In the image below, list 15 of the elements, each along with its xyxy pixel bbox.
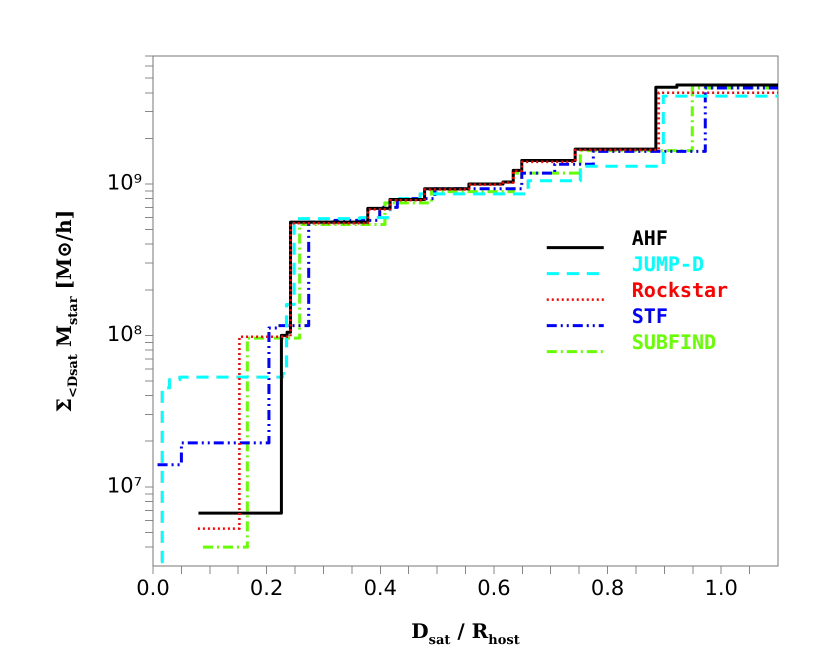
- legend-label: SUBFIND: [632, 330, 716, 354]
- legend-label: STF: [632, 304, 668, 328]
- x-tick-label: 0.8: [590, 576, 624, 600]
- x-tick-label: 0.2: [250, 576, 284, 600]
- y-tick-label: 10⁷: [106, 473, 142, 498]
- y-tick-label: 10⁸: [106, 322, 142, 346]
- legend-label: Rockstar: [632, 278, 728, 302]
- x-tick-label: 0.4: [364, 576, 397, 600]
- y-axis-title: Σ<Dsat Mstar [M⊙/h]: [52, 210, 81, 412]
- y-tick-label: 10⁹: [106, 170, 142, 194]
- x-tick-label: 1.0: [704, 576, 738, 600]
- legend-label: JUMP-D: [632, 252, 704, 276]
- legend-label: AHF: [632, 226, 668, 250]
- x-tick-label: 0.0: [136, 576, 170, 600]
- x-tick-label: 0.6: [477, 576, 511, 600]
